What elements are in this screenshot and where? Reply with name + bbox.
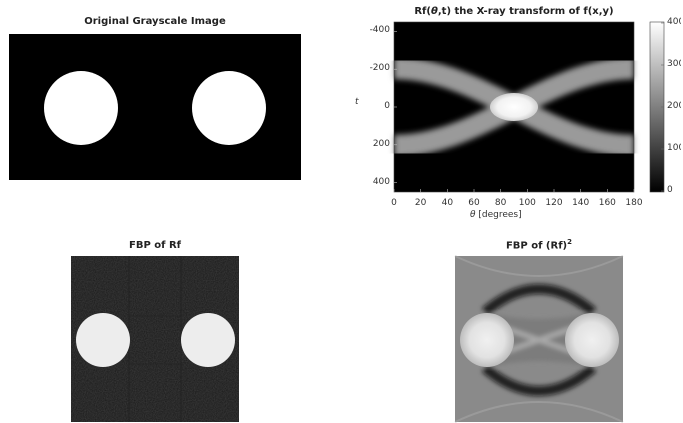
original-image-title: Original Grayscale Image <box>84 16 226 27</box>
original-disk-right <box>192 71 266 145</box>
fbp-image <box>71 256 239 422</box>
radon-xtick-label: 180 <box>625 198 643 208</box>
fbp-title: FBP of Rf <box>128 240 182 251</box>
radon-xtick-label: 0 <box>391 198 397 208</box>
radon-title-suffix: ,t) the X-ray transform of f(x,y) <box>437 6 614 17</box>
radon-xtick-label: 40 <box>441 198 454 208</box>
radon-heatmap <box>393 21 635 193</box>
radon-xlabel-rest: [degrees] <box>475 210 522 220</box>
radon-ytick-label: -200 <box>369 63 390 74</box>
fbp2-title: FBP of (Rf)2 <box>455 238 623 251</box>
fbp2-image <box>454 255 624 423</box>
fbp2-title-sup: 2 <box>567 238 573 246</box>
radon-xtick-label: 60 <box>468 198 480 208</box>
colorbar-tick-label: 400 <box>667 17 681 27</box>
radon-xtick-label: 20 <box>414 198 427 208</box>
radon-xlabel-theta: θ <box>470 210 476 220</box>
colorbar-tick-label: 300 <box>667 59 681 69</box>
radon-title-prefix: Rf( <box>414 6 431 17</box>
radon-xtick-label: 100 <box>518 198 536 208</box>
radon-ytick-label: 0 <box>384 101 390 111</box>
radon-title-theta: θ <box>430 6 438 17</box>
original-image <box>9 34 301 180</box>
radon-ytick-label: 400 <box>372 176 390 187</box>
radon-ytick-label: 200 <box>372 138 390 149</box>
radon-xtick-label: 160 <box>598 198 616 208</box>
colorbar-tick-label: 100 <box>667 143 681 153</box>
radon-colorbar <box>649 21 665 193</box>
radon-xlabel: θ [degrees] <box>470 210 522 220</box>
radon-ylabel: t <box>355 97 359 107</box>
radon-xtick-label: 140 <box>572 198 590 208</box>
radon-ytick-label: -400 <box>369 25 390 36</box>
colorbar-tick-label: 200 <box>667 101 681 111</box>
radon-title: Rf(θ,t) the X-ray transform of f(x,y) <box>394 6 634 17</box>
fbp2-disk-left <box>460 313 514 367</box>
radon-xtick-label: 80 <box>494 198 507 208</box>
colorbar-tick-label: 0 <box>667 185 673 195</box>
fbp2-title-base: FBP of (Rf) <box>505 240 568 252</box>
original-disk-left <box>44 71 118 145</box>
fbp-disk-left <box>76 313 130 367</box>
fbp2-disk-right <box>565 313 619 367</box>
fbp-disk-right <box>181 313 235 367</box>
radon-xtick-label: 120 <box>545 198 563 208</box>
radon-peak <box>490 93 538 121</box>
